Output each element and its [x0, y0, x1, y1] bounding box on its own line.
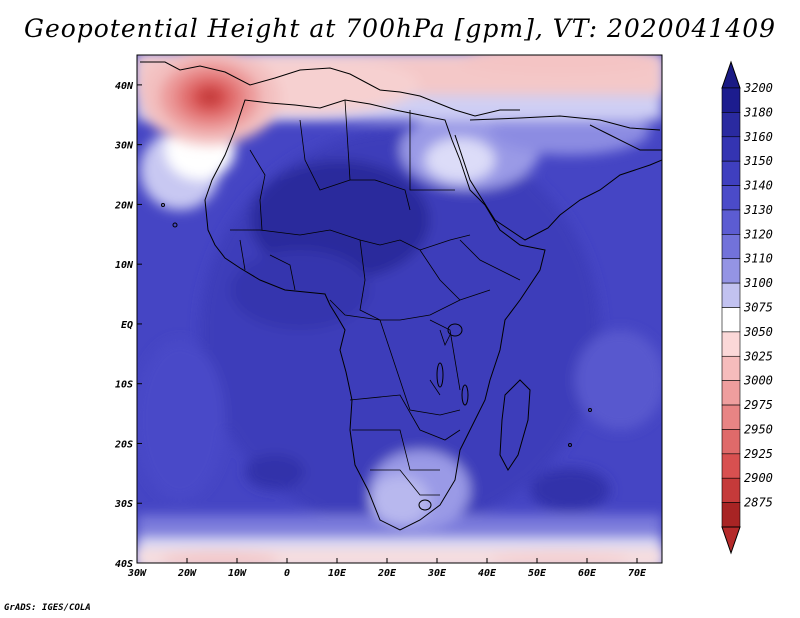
lat-tick-label: 20N: [114, 200, 134, 211]
colorbar-label: 2925: [744, 447, 773, 461]
colorbar-label: 3200: [743, 81, 773, 95]
colorbar-cell: [721, 502, 741, 528]
lon-tick-label: 50E: [528, 568, 547, 579]
colorbar-label: 3120: [743, 227, 773, 241]
colorbar-cell: [721, 282, 741, 308]
colorbar-cell: [721, 136, 741, 162]
colorbar-label: 3140: [743, 179, 773, 193]
colorbar-label: 3050: [743, 325, 773, 339]
longitude-axis: 30W 20W 10W 0 10E 20E 30E 40E 50E 60E 70E: [127, 558, 647, 579]
colorbar-cell: [721, 112, 741, 138]
lon-tick-label: 70E: [628, 568, 647, 579]
colorbar-label: 2900: [744, 471, 773, 485]
colorbar-label: 2875: [744, 496, 773, 510]
lon-tick-label: 20E: [377, 568, 397, 579]
colorbar-label: 3160: [743, 130, 773, 144]
lon-tick-label: 40E: [478, 568, 497, 579]
lon-tick-label: 10W: [228, 568, 247, 579]
colorbar-cell: [721, 331, 741, 357]
country-borders: [230, 99, 521, 496]
colorbar-cell: [721, 429, 741, 455]
map-title: Geopotential Height at 700hPa [gpm], VT:…: [23, 14, 777, 43]
colorbar-cell: [721, 453, 741, 479]
colorbar-label: 3025: [743, 349, 773, 363]
height-field: [137, 55, 662, 563]
lon-tick-label: 60E: [578, 568, 597, 579]
colorbar-label: 3110: [743, 252, 773, 266]
lat-tick-label: 40S: [115, 559, 133, 570]
colorbar-cell: [721, 234, 741, 260]
colorbar-cell: [721, 87, 741, 113]
plot-frame: [136, 54, 663, 564]
colorbar-label: 3100: [743, 276, 773, 290]
lat-tick-label: 40N: [115, 81, 134, 92]
lat-tick-label: 30N: [114, 141, 134, 152]
colorbar-cell: [721, 307, 741, 333]
lon-tick-label: 30W: [127, 568, 147, 579]
lon-tick-label: 0: [284, 568, 290, 579]
colorbar-cell: [721, 380, 741, 406]
colorbar-label: 3180: [743, 105, 773, 119]
colorbar-label: 3150: [743, 154, 773, 168]
lon-tick-label: 20W: [177, 568, 197, 579]
colorbar-label: 3130: [743, 203, 773, 217]
colorbar-top-arrow: [721, 60, 741, 89]
coastlines: [140, 61, 662, 531]
lakes: [161, 203, 592, 511]
colorbar-cell: [721, 209, 741, 235]
lat-tick-label: 30S: [114, 499, 133, 510]
colorbar-cell: [721, 355, 741, 381]
colorbar: 3200 3180 3160 3150 3140 3130 3120 3110 3100 3075…: [721, 60, 773, 555]
colorbar-cell: [721, 258, 741, 284]
lon-tick-label: 10E: [328, 568, 347, 579]
lat-tick-label: EQ: [121, 320, 133, 331]
colorbar-cell: [721, 404, 741, 430]
colorbar-cell: [721, 185, 741, 211]
colorbar-cell: [721, 160, 741, 186]
colorbar-label: 2975: [744, 398, 773, 412]
latitude-axis: 40N 30N 20N 10N EQ 10S 20S 30S 40S: [114, 81, 142, 570]
colorbar-label: 3000: [743, 374, 773, 388]
lat-tick-label: 10S: [115, 380, 133, 391]
lat-tick-label: 20S: [114, 439, 133, 450]
lon-tick-label: 30E: [427, 568, 447, 579]
colorbar-bottom-arrow: [721, 526, 741, 555]
lat-tick-label: 10N: [115, 260, 134, 271]
colorbar-label: 3075: [743, 301, 773, 315]
grads-credit: GrADS: IGES/COLA: [4, 603, 91, 613]
colorbar-label: 2950: [744, 422, 773, 436]
colorbar-cell: [721, 477, 741, 503]
